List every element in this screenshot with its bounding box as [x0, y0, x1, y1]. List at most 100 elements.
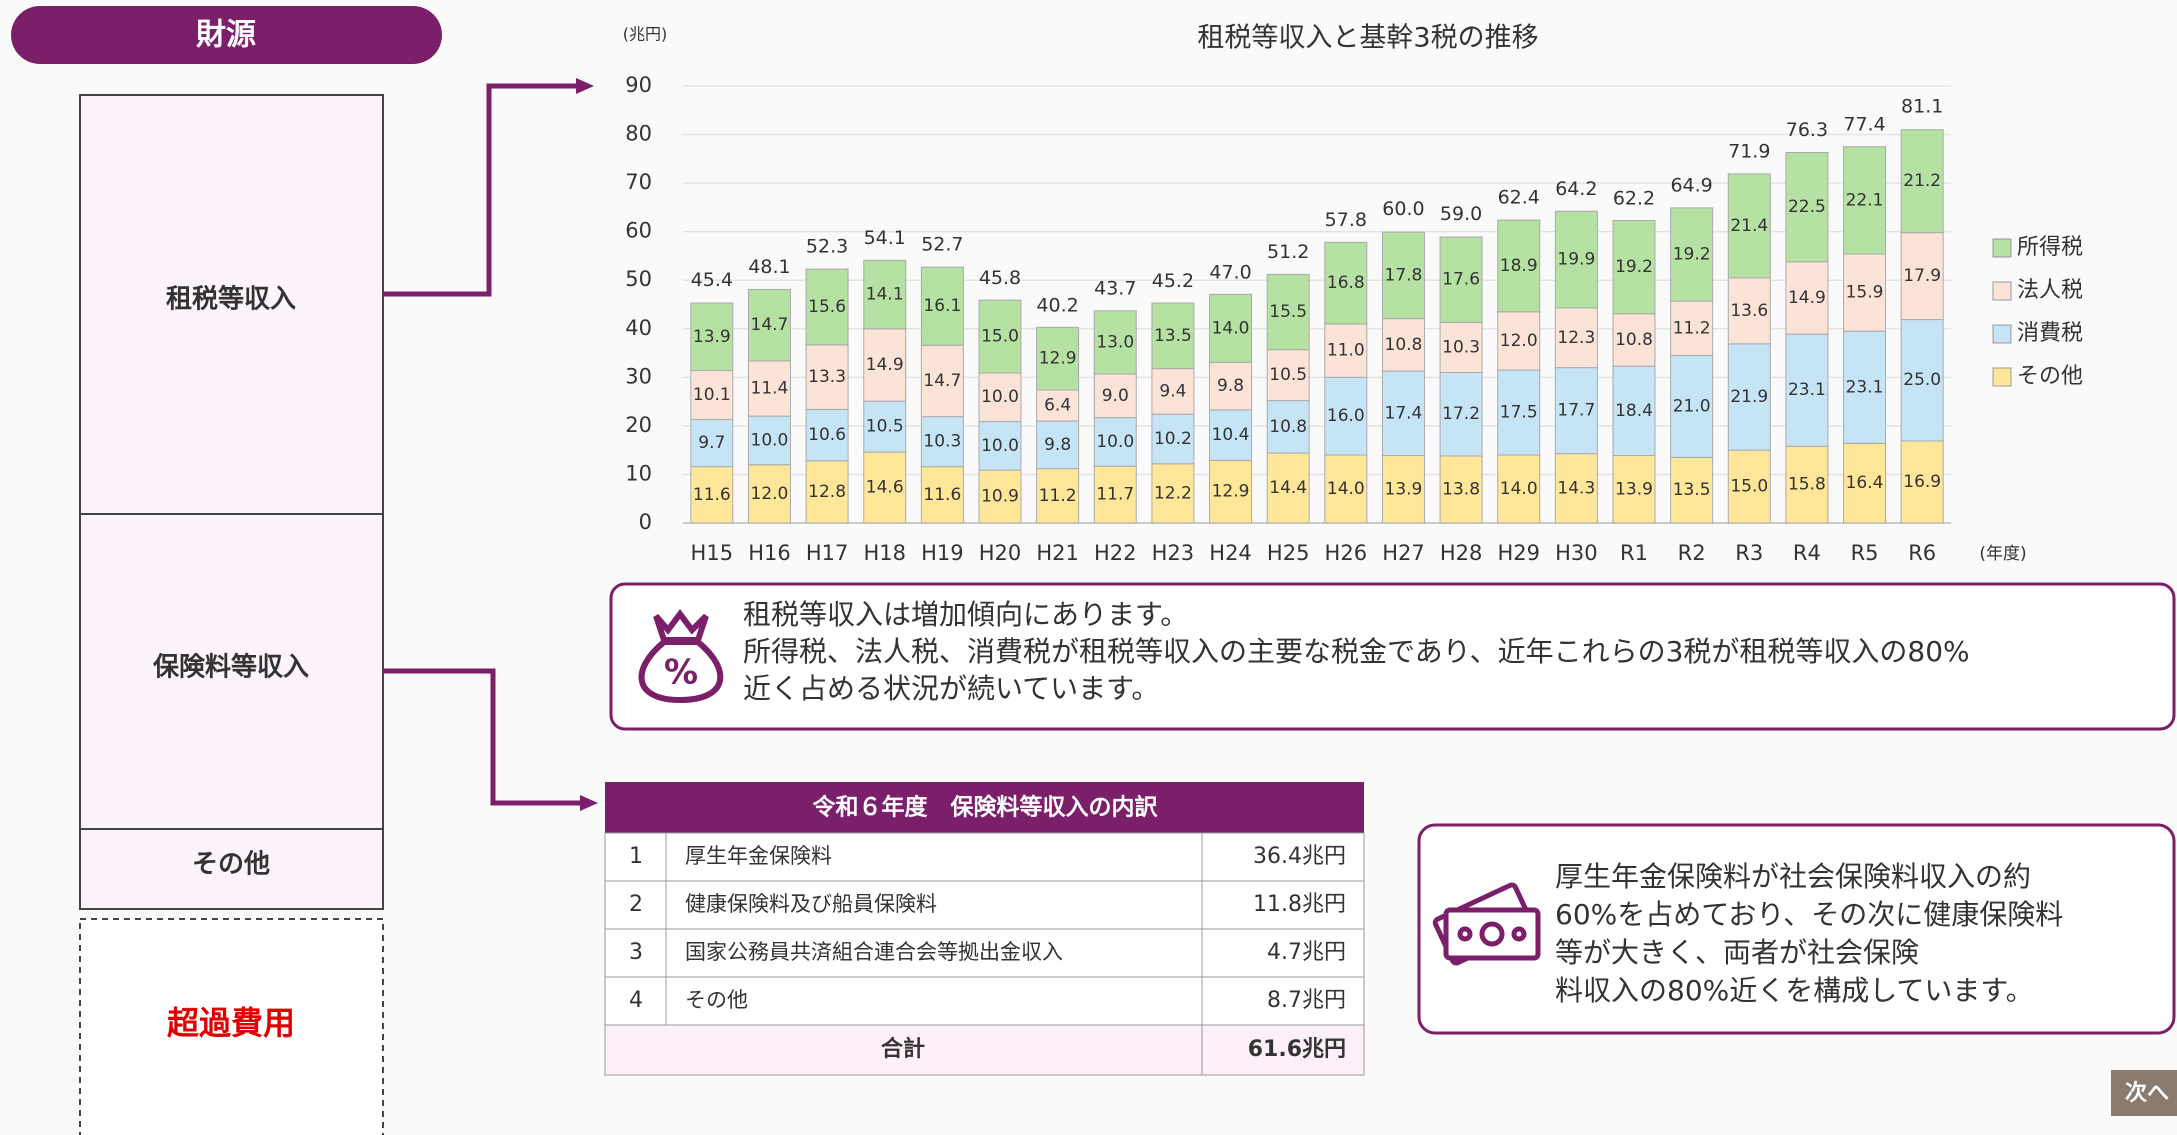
source-label: 租税等収入: [166, 284, 296, 315]
arrow: [383, 83, 578, 297]
data-label: 10.4: [1212, 425, 1250, 445]
next-button[interactable]: [2111, 1070, 2177, 1116]
x-tick-label: H30: [1555, 541, 1598, 565]
note-box: [609, 582, 2176, 731]
x-tick-label: R1: [1620, 541, 1648, 565]
bar-segment: [1670, 456, 1714, 524]
y-tick-label: 0: [639, 510, 652, 534]
total-label: 54.1: [864, 227, 906, 249]
arrow-head: [576, 78, 594, 94]
bar-segment: [747, 360, 791, 417]
data-label: 15.0: [1730, 477, 1768, 497]
total-label: 76.3: [1786, 119, 1828, 141]
legend-swatch: [1992, 324, 2012, 344]
arrow: [383, 668, 582, 806]
data-label: 15.6: [808, 297, 846, 317]
table-row: [604, 976, 1365, 1026]
total-label: 43.7: [1094, 277, 1136, 299]
source-label: その他: [192, 850, 270, 880]
note-text: 租税等収入は増加傾向にあります。所得税、法人税、消費税が租税等収入の主要な税金で…: [743, 598, 1970, 705]
x-tick-label: H28: [1440, 541, 1483, 565]
x-tick-label: H17: [806, 541, 849, 565]
table-row: [604, 928, 1365, 978]
bar-segment: [1439, 236, 1483, 323]
data-label: 10.8: [1269, 417, 1307, 437]
data-label: 18.9: [1500, 256, 1538, 276]
bar-segment: [805, 408, 849, 462]
bar-segment: [1036, 468, 1080, 524]
bar-segment: [978, 469, 1022, 524]
bar-segment: [1209, 361, 1253, 411]
bar-segment: [1843, 253, 1887, 332]
bar-segment: [920, 416, 964, 468]
legend-swatch: [1992, 281, 2012, 301]
bar-segment: [920, 466, 964, 524]
excess-label: 超過費用: [167, 1004, 295, 1042]
total-label: 81.1: [1901, 96, 1943, 118]
bar-segment: [1785, 152, 1829, 263]
data-label: 17.6: [1442, 270, 1480, 290]
legend-label: その他: [2017, 364, 2083, 389]
bar-segment: [1036, 420, 1080, 470]
total-label: 60.0: [1382, 198, 1424, 220]
data-label: 9.8: [1044, 435, 1071, 455]
bar-segment: [1727, 343, 1771, 451]
data-label: 16.1: [923, 296, 961, 316]
table-cell: 61.6兆円: [1248, 1037, 1346, 1062]
bar-segment: [1554, 307, 1598, 369]
bar-segment: [690, 419, 734, 468]
data-label: 10.0: [751, 430, 789, 450]
data-label: 9.0: [1102, 386, 1129, 406]
data-label: 17.2: [1442, 404, 1480, 424]
x-tick-label: H22: [1094, 541, 1137, 565]
y-tick-label: 40: [625, 316, 652, 340]
data-label: 13.3: [808, 367, 846, 387]
y-tick-label: 50: [625, 267, 652, 291]
data-label: 22.5: [1788, 197, 1826, 217]
y-tick-label: 90: [625, 73, 652, 97]
bar-segment: [1843, 330, 1887, 444]
icon-part: [638, 639, 724, 704]
data-label: 9.7: [698, 433, 725, 453]
total-label: 62.4: [1498, 187, 1540, 209]
x-tick-label: H15: [691, 541, 734, 565]
bar-segment: [863, 451, 907, 524]
bar-segment: [1612, 365, 1656, 457]
total-label: 47.0: [1209, 261, 1251, 283]
x-axis-label: (年度): [1979, 544, 2026, 564]
x-tick-label: R5: [1851, 541, 1879, 565]
bar-segment: [1785, 333, 1829, 447]
total-label: 45.2: [1152, 270, 1194, 292]
data-label: 17.8: [1385, 265, 1423, 285]
total-label: 45.8: [979, 267, 1021, 289]
bar-segment: [747, 288, 791, 362]
data-label: 23.1: [1788, 380, 1826, 400]
total-label: 62.2: [1613, 187, 1655, 209]
data-label: 12.0: [751, 484, 789, 504]
table-cell: 合計: [881, 1036, 925, 1062]
table-cell: 3: [629, 940, 643, 965]
data-label: 6.4: [1044, 395, 1071, 415]
data-label: 12.8: [808, 482, 846, 502]
excess-box: [79, 918, 384, 1135]
bar-segment: [1036, 389, 1080, 422]
data-label: 11.4: [751, 379, 789, 399]
bar-segment: [1497, 219, 1541, 313]
data-label: 14.9: [866, 355, 904, 375]
x-tick-label: H25: [1267, 541, 1310, 565]
bar-segment: [1151, 463, 1195, 524]
data-label: 12.9: [1039, 349, 1077, 369]
bar-segment: [1324, 376, 1368, 456]
data-label: 14.7: [751, 315, 789, 335]
data-label: 10.6: [808, 425, 846, 445]
data-label: 10.0: [981, 387, 1019, 407]
icon-part: [1457, 926, 1473, 942]
bar-segment: [1843, 442, 1887, 524]
header-title: 財源: [196, 18, 256, 53]
legend-swatch: [1992, 238, 2012, 258]
table-cell: 国家公務員共済組合連合会等拠出金収入: [685, 940, 1063, 964]
next-button-label[interactable]: 次へ: [2125, 1080, 2169, 1106]
data-label: 15.9: [1846, 283, 1884, 303]
table-cell: 健康保険料及び船員保険料: [685, 892, 937, 916]
bar-segment: [1670, 207, 1714, 302]
